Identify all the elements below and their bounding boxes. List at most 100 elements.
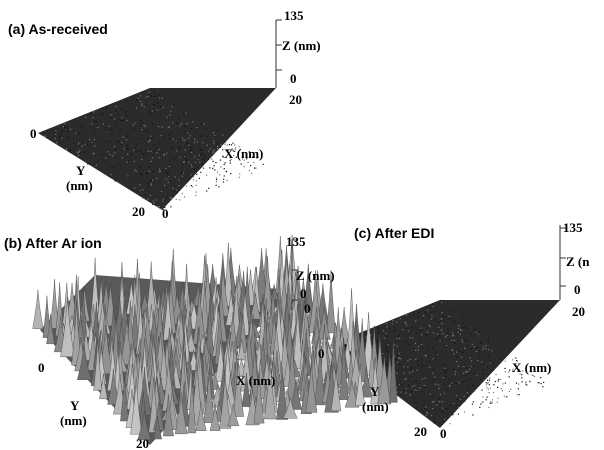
texture xyxy=(256,157,258,159)
texture xyxy=(79,152,81,154)
texture xyxy=(396,338,398,340)
texture xyxy=(215,184,217,186)
texture xyxy=(141,122,143,124)
texture xyxy=(198,177,201,180)
texture xyxy=(162,208,164,211)
texture xyxy=(435,383,437,385)
texture xyxy=(109,128,111,130)
texture xyxy=(190,174,192,176)
texture xyxy=(178,148,181,150)
texture xyxy=(130,154,132,156)
texture xyxy=(55,130,57,132)
texture xyxy=(179,139,181,141)
y-label: (nm) xyxy=(60,413,87,428)
texture xyxy=(252,156,254,158)
texture xyxy=(175,189,177,191)
texture xyxy=(454,371,457,373)
texture xyxy=(436,404,438,406)
texture xyxy=(455,351,458,353)
texture xyxy=(141,91,143,93)
texture xyxy=(93,111,95,113)
texture xyxy=(417,349,419,351)
texture xyxy=(408,384,410,386)
texture xyxy=(165,167,167,170)
texture xyxy=(485,399,487,401)
texture xyxy=(433,417,435,420)
texture xyxy=(462,322,464,324)
texture xyxy=(230,158,232,160)
texture xyxy=(496,401,498,403)
texture xyxy=(101,107,103,110)
texture xyxy=(126,144,128,147)
texture xyxy=(135,170,137,173)
texture xyxy=(215,143,218,145)
texture xyxy=(467,340,469,342)
texture xyxy=(525,382,527,384)
texture xyxy=(455,360,458,363)
texture xyxy=(191,166,193,168)
texture xyxy=(248,169,250,172)
texture xyxy=(444,418,446,420)
texture xyxy=(163,154,165,156)
texture xyxy=(91,123,93,125)
texture xyxy=(451,339,453,341)
texture xyxy=(396,345,398,347)
texture xyxy=(470,365,472,368)
texture xyxy=(438,321,440,323)
texture xyxy=(434,318,436,321)
texture xyxy=(446,388,448,391)
texture xyxy=(94,129,96,131)
texture xyxy=(530,371,532,373)
texture xyxy=(443,393,446,395)
texture xyxy=(153,95,156,97)
texture xyxy=(467,344,469,347)
texture xyxy=(425,355,427,357)
texture xyxy=(482,396,484,398)
texture xyxy=(184,126,186,128)
texture xyxy=(134,147,136,149)
texture xyxy=(110,114,112,116)
texture xyxy=(400,391,402,393)
texture xyxy=(463,411,466,413)
texture xyxy=(185,112,187,114)
texture xyxy=(190,151,193,153)
texture xyxy=(416,391,418,393)
texture xyxy=(68,149,70,151)
texture xyxy=(441,301,443,304)
texture xyxy=(465,367,467,369)
texture xyxy=(93,152,95,154)
y-label: Y xyxy=(70,398,80,413)
texture xyxy=(407,366,409,368)
texture xyxy=(230,144,233,146)
texture xyxy=(235,156,237,158)
texture xyxy=(233,154,235,157)
texture xyxy=(461,339,463,341)
texture xyxy=(209,167,211,169)
texture xyxy=(413,397,415,399)
texture xyxy=(142,189,144,191)
texture xyxy=(485,345,487,347)
texture xyxy=(185,163,187,165)
texture xyxy=(152,106,155,108)
texture xyxy=(126,119,128,122)
texture xyxy=(468,377,470,380)
texture xyxy=(408,379,410,381)
texture xyxy=(402,329,404,331)
texture xyxy=(396,391,398,393)
texture xyxy=(150,112,152,115)
texture xyxy=(148,91,150,93)
texture xyxy=(81,145,83,147)
texture xyxy=(472,384,474,386)
texture xyxy=(222,134,224,136)
texture xyxy=(405,328,407,330)
texture xyxy=(425,365,427,367)
texture xyxy=(422,364,424,366)
texture xyxy=(214,307,225,365)
texture xyxy=(176,192,178,194)
texture xyxy=(43,135,46,138)
texture xyxy=(127,175,129,177)
texture xyxy=(330,368,342,412)
texture xyxy=(135,143,137,146)
texture xyxy=(406,341,408,343)
texture xyxy=(465,374,467,376)
